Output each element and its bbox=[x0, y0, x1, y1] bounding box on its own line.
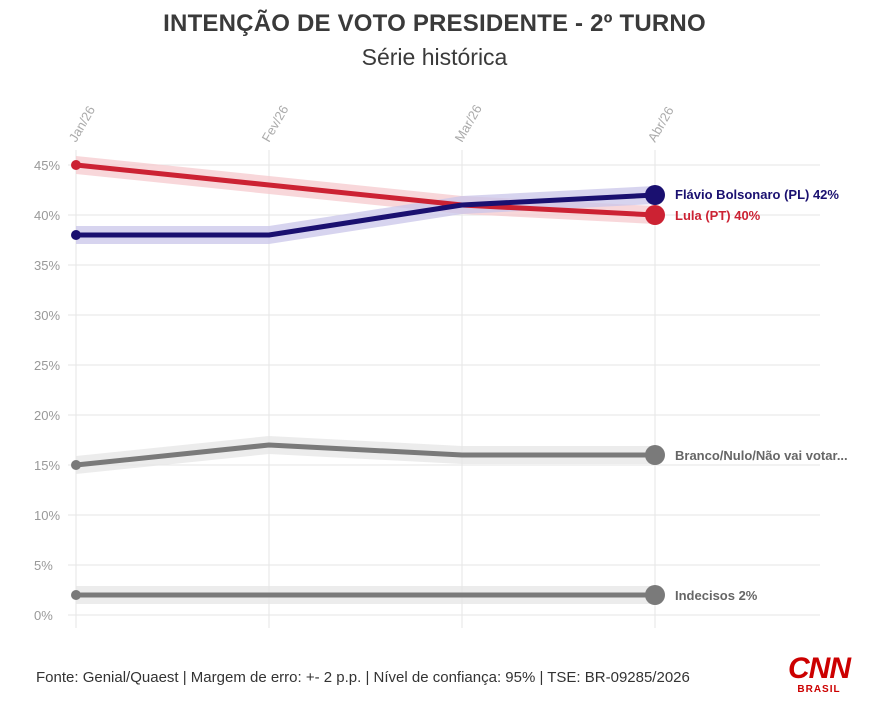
series-lines bbox=[73, 162, 658, 598]
x-tick-label: Mar/26 bbox=[452, 102, 485, 145]
source-footnote: Fonte: Genial/Quaest | Margem de erro: +… bbox=[36, 669, 690, 686]
series-labels: Flávio Bolsonaro (PL) 42% Lula (PT) 40% Br… bbox=[675, 187, 848, 603]
gridlines bbox=[68, 150, 820, 628]
cnn-brasil-logo: CNN BRASIL bbox=[788, 652, 851, 698]
x-tick-label: Abr/26 bbox=[645, 104, 677, 145]
series-end-label: Flávio Bolsonaro (PL) 42% bbox=[675, 187, 839, 202]
series-line bbox=[73, 162, 658, 218]
x-tick-label: Jan/26 bbox=[66, 103, 99, 144]
series-end-label: Indecisos 2% bbox=[675, 588, 758, 603]
end-point bbox=[645, 445, 665, 465]
logo-text: CNN bbox=[788, 652, 851, 685]
y-tick-label: 30% bbox=[34, 308, 60, 323]
logo-subtext: BRASIL bbox=[797, 684, 841, 695]
y-tick-label: 10% bbox=[34, 508, 60, 523]
axis-labels: 0% 5% 10% 15% 20% 25% 30% 35% 40% 45% Jan/26 Fev/26… bbox=[34, 102, 677, 623]
end-point bbox=[645, 185, 665, 205]
error-bands bbox=[76, 156, 655, 604]
series-end-label: Branco/Nulo/Não vai votar... bbox=[675, 448, 848, 463]
y-tick-label: 5% bbox=[34, 558, 53, 573]
x-tick-label: Fev/26 bbox=[259, 103, 292, 145]
y-tick-label: 35% bbox=[34, 258, 60, 273]
data-point bbox=[71, 590, 81, 600]
data-point bbox=[71, 230, 81, 240]
series-line bbox=[73, 192, 658, 238]
data-point bbox=[71, 160, 81, 170]
series-line bbox=[73, 442, 658, 468]
data-point bbox=[71, 460, 81, 470]
chart-title: INTENÇÃO DE VOTO PRESIDENTE - 2º TURNO bbox=[163, 10, 706, 37]
y-tick-label: 15% bbox=[34, 458, 60, 473]
error-band bbox=[76, 436, 655, 474]
y-tick-label: 0% bbox=[34, 608, 53, 623]
y-tick-label: 45% bbox=[34, 158, 60, 173]
end-point bbox=[645, 585, 665, 605]
end-point bbox=[645, 205, 665, 225]
chart-subtitle: Série histórica bbox=[361, 44, 508, 70]
data-points bbox=[71, 160, 665, 605]
series-end-label: Lula (PT) 40% bbox=[675, 208, 761, 223]
y-tick-label: 25% bbox=[34, 358, 60, 373]
y-tick-label: 40% bbox=[34, 208, 60, 223]
y-tick-label: 20% bbox=[34, 408, 60, 423]
